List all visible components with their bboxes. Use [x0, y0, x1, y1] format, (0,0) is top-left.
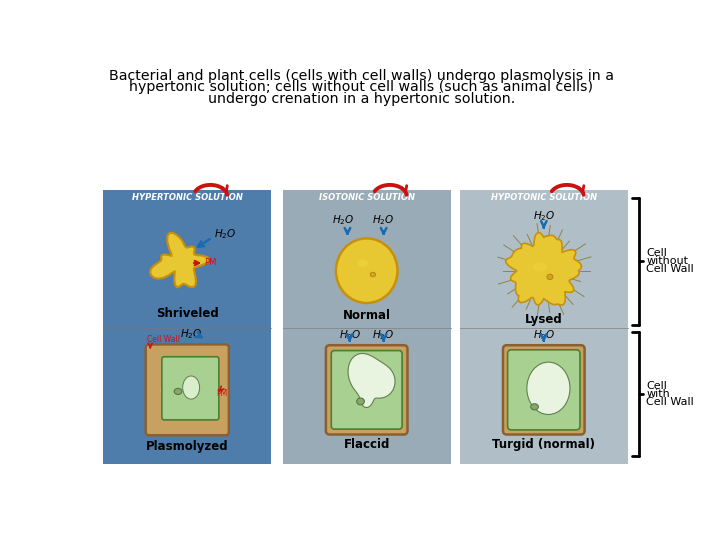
Ellipse shape — [336, 238, 397, 303]
Ellipse shape — [531, 404, 539, 410]
Ellipse shape — [357, 259, 368, 267]
Text: Turgid (normal): Turgid (normal) — [492, 437, 595, 450]
Ellipse shape — [183, 376, 199, 399]
Ellipse shape — [174, 388, 182, 395]
FancyBboxPatch shape — [503, 345, 585, 435]
Text: Cell Wall: Cell Wall — [647, 397, 694, 407]
Ellipse shape — [547, 274, 553, 280]
Ellipse shape — [533, 262, 547, 272]
Text: HYPOTONIC SOLUTION: HYPOTONIC SOLUTION — [491, 193, 597, 201]
Polygon shape — [348, 354, 395, 408]
Text: PM: PM — [217, 389, 228, 398]
Polygon shape — [505, 233, 582, 305]
Polygon shape — [150, 233, 209, 287]
Text: Lysed: Lysed — [525, 313, 562, 326]
Text: ISOTONIC SOLUTION: ISOTONIC SOLUTION — [319, 193, 415, 201]
FancyBboxPatch shape — [145, 345, 229, 435]
Text: $H_2O$: $H_2O$ — [372, 328, 395, 342]
Text: Cell Wall: Cell Wall — [647, 264, 694, 274]
Text: $H_2O$: $H_2O$ — [215, 227, 237, 241]
FancyBboxPatch shape — [331, 350, 402, 429]
Text: Normal: Normal — [343, 309, 391, 322]
Text: $H_2O$: $H_2O$ — [533, 209, 555, 223]
FancyBboxPatch shape — [460, 190, 628, 464]
Text: Cell: Cell — [647, 248, 667, 258]
Text: $H_2O$: $H_2O$ — [180, 327, 202, 341]
Ellipse shape — [527, 362, 570, 415]
Text: with: with — [647, 389, 670, 399]
Text: Plasmolyzed: Plasmolyzed — [146, 440, 228, 453]
Ellipse shape — [370, 272, 376, 277]
Ellipse shape — [163, 365, 177, 374]
Text: PM: PM — [204, 259, 217, 267]
Text: Cell Wall: Cell Wall — [148, 335, 180, 345]
FancyBboxPatch shape — [104, 190, 271, 464]
FancyBboxPatch shape — [326, 345, 408, 435]
Text: undergo crenation in a hypertonic solution.: undergo crenation in a hypertonic soluti… — [207, 92, 515, 106]
Text: $H_2O$: $H_2O$ — [372, 213, 395, 227]
Text: $H_2O$: $H_2O$ — [333, 213, 355, 227]
Text: without: without — [647, 256, 688, 266]
Text: Shriveled: Shriveled — [156, 307, 219, 320]
FancyBboxPatch shape — [283, 190, 451, 464]
Text: hypertonic solution; cells without cell walls (such as animal cells): hypertonic solution; cells without cell … — [130, 80, 593, 94]
Text: Cell: Cell — [647, 381, 667, 391]
Text: Bacterial and plant cells (cells with cell walls) undergo plasmolysis in a: Bacterial and plant cells (cells with ce… — [109, 69, 613, 83]
Ellipse shape — [161, 382, 171, 397]
Text: $H_2O$: $H_2O$ — [338, 328, 361, 342]
Text: $H_2O$: $H_2O$ — [533, 328, 555, 342]
FancyBboxPatch shape — [162, 357, 219, 420]
Ellipse shape — [356, 398, 364, 405]
FancyBboxPatch shape — [508, 350, 580, 430]
Text: Flaccid: Flaccid — [343, 437, 390, 450]
Text: HYPERTONIC SOLUTION: HYPERTONIC SOLUTION — [132, 193, 243, 201]
